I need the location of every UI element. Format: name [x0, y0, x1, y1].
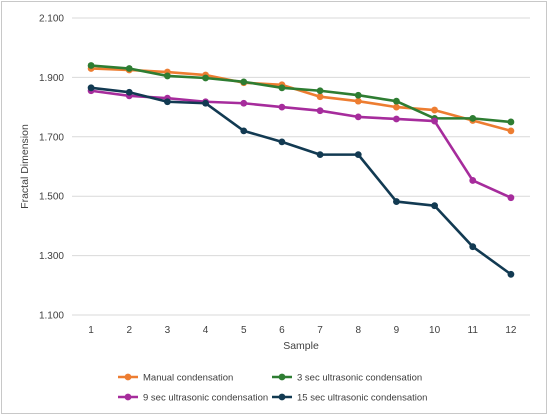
data-point: [202, 74, 209, 82]
legend-label: Manual condensation: [143, 373, 233, 384]
legend-item: 3 sec ultrasonic condensation: [272, 373, 422, 384]
x-tick-label: 1: [88, 325, 94, 336]
series-1: [87, 65, 515, 135]
data-point: [125, 65, 133, 72]
data-point: [393, 97, 400, 105]
data-point: [278, 138, 286, 146]
x-tick-label: 7: [317, 325, 323, 336]
legend-label: 9 sec ultrasonic condensation: [143, 393, 268, 404]
legend-label: 3 sec ultrasonic condensation: [297, 373, 422, 384]
data-point: [507, 118, 515, 126]
x-tick-labels: 1 2 3 4 5 6 7 8 9 10 11 12: [88, 325, 517, 336]
gridlines: [72, 17, 530, 316]
legend-item: 15 sec ultrasonic condensation: [272, 393, 427, 404]
x-tick-label: 11: [468, 325, 479, 336]
y-tick-label: 1.900: [39, 73, 64, 84]
data-point: [354, 97, 362, 105]
data-point: [278, 103, 286, 111]
legend-swatch-marker: [278, 393, 286, 401]
y-tick-label: 1.300: [39, 251, 64, 262]
data-point: [507, 270, 515, 278]
x-tick-label: 3: [165, 325, 171, 336]
y-tick-labels: 1.100 1.300 1.500 1.700 1.900 2.100: [39, 14, 64, 322]
data-point: [240, 78, 248, 86]
data-point: [240, 99, 248, 107]
data-point: [202, 99, 209, 107]
series-line: [89, 64, 513, 124]
series-4: [87, 84, 515, 278]
x-tick-label: 4: [203, 325, 209, 336]
data-point: [507, 194, 515, 202]
data-point: [354, 113, 362, 121]
x-tick-label: 6: [279, 325, 285, 336]
data-point: [431, 106, 438, 114]
legend: Manual condensation 3 sec ultrasonic cond…: [118, 373, 427, 404]
data-point: [507, 127, 515, 135]
data-point: [164, 98, 171, 106]
x-tick-label: 9: [394, 325, 400, 336]
legend-swatch-marker: [124, 393, 132, 401]
data-point: [431, 117, 438, 125]
data-point: [469, 177, 477, 184]
series-3: [87, 87, 515, 202]
data-point: [87, 84, 95, 92]
data-point: [469, 243, 477, 251]
series-group: [87, 62, 515, 278]
y-tick-label: 1.700: [39, 132, 64, 143]
series-line: [89, 89, 513, 199]
data-point: [469, 114, 477, 122]
y-tick-label: 1.500: [39, 192, 64, 203]
x-tick-label: 12: [505, 325, 517, 336]
data-point: [87, 62, 95, 69]
data-point: [393, 115, 400, 123]
y-tick-label: 1.100: [39, 311, 64, 322]
x-tick-label: 2: [126, 325, 132, 336]
data-point: [316, 93, 324, 101]
data-point: [316, 151, 324, 159]
y-axis-title: Fractal Dimension: [19, 124, 31, 209]
data-point: [316, 87, 324, 95]
data-point: [431, 202, 438, 210]
legend-item: Manual condensation: [118, 373, 233, 384]
data-point: [240, 127, 248, 135]
x-axis-title: Sample: [283, 340, 319, 352]
data-point: [354, 151, 362, 159]
x-tick-label: 10: [429, 325, 441, 336]
legend-swatch-marker: [124, 373, 132, 381]
x-tick-label: 8: [355, 325, 361, 336]
legend-item: 9 sec ultrasonic condensation: [118, 393, 268, 404]
series-2: [87, 62, 515, 126]
legend-label: 15 sec ultrasonic condensation: [297, 393, 427, 404]
x-tick-label: 5: [241, 325, 247, 336]
series-line: [89, 67, 513, 133]
data-point: [164, 72, 171, 80]
y-tick-label: 2.100: [39, 14, 64, 25]
legend-swatch-marker: [278, 373, 286, 381]
data-point: [393, 198, 400, 205]
series-line: [89, 86, 513, 276]
data-point: [125, 88, 133, 96]
data-point: [278, 84, 286, 92]
data-point: [316, 107, 324, 115]
data-point: [354, 91, 362, 99]
data-point: [393, 103, 400, 111]
